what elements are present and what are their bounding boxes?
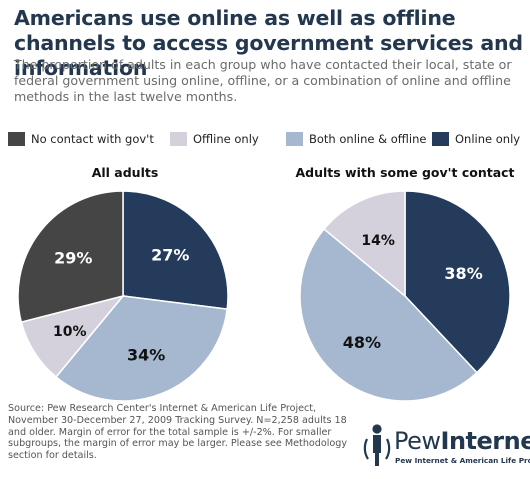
pie-slice-offline-only xyxy=(323,190,406,298)
pie-slice-both-online-offline xyxy=(55,295,229,402)
pie-slice-no-contact-with-gov-t xyxy=(17,190,124,324)
source-note: Source: Pew Research Center's Internet &… xyxy=(8,403,348,462)
pew-figure-icon xyxy=(363,424,391,466)
legend-label-both: Both online & offline xyxy=(309,132,427,146)
legend-item-offline-only: Offline only xyxy=(170,131,259,147)
pie-label-online-only: 38% xyxy=(444,264,482,283)
pie-slice-online-only xyxy=(122,190,229,310)
pie-all-adults: 27% 34% 10% 29% xyxy=(17,190,229,402)
legend-swatch-offline-only xyxy=(170,132,187,146)
legend-item-no-contact: No contact with gov't xyxy=(8,131,154,147)
pie-label-both-online-offline: 34% xyxy=(127,346,165,365)
pie-gov-contact: 38% 48% 14% xyxy=(299,190,511,402)
pie-label-offline-only: 14% xyxy=(361,233,395,249)
pie-label-offline-only: 10% xyxy=(53,324,87,340)
chart-subtitle: The proportion of adults in each group w… xyxy=(14,57,512,104)
pie-slice-online-only xyxy=(404,190,511,374)
legend: No contact with gov't Offline only Both … xyxy=(8,131,528,147)
pie-label-online-only: 27% xyxy=(151,245,189,264)
logo-word-pew: Pew xyxy=(394,427,441,455)
legend-label-online-only: Online only xyxy=(455,132,521,146)
legend-swatch-online-only xyxy=(432,132,449,146)
pie-title-gov-contact: Adults with some gov't contact xyxy=(295,165,515,180)
chart-title-main: Americans use online as well as offline … xyxy=(14,6,523,80)
pie-label-both-online-offline: 48% xyxy=(343,333,381,352)
legend-swatch-both xyxy=(286,132,303,146)
legend-item-online-only: Online only xyxy=(432,131,520,147)
pie-title-all-adults: All adults xyxy=(91,165,159,180)
logo-word-internet: Internet xyxy=(440,427,530,455)
legend-label-no-contact: No contact with gov't xyxy=(31,132,154,146)
legend-item-both: Both online & offline xyxy=(286,131,426,147)
pie-label-no-contact-with-gov-t: 29% xyxy=(54,248,92,267)
legend-label-offline-only: Offline only xyxy=(193,132,259,146)
logo-tagline: Pew Internet & American Life Project xyxy=(395,456,530,465)
pie-slice-both-online-offline xyxy=(299,228,478,402)
legend-swatch-no-contact xyxy=(8,132,25,146)
